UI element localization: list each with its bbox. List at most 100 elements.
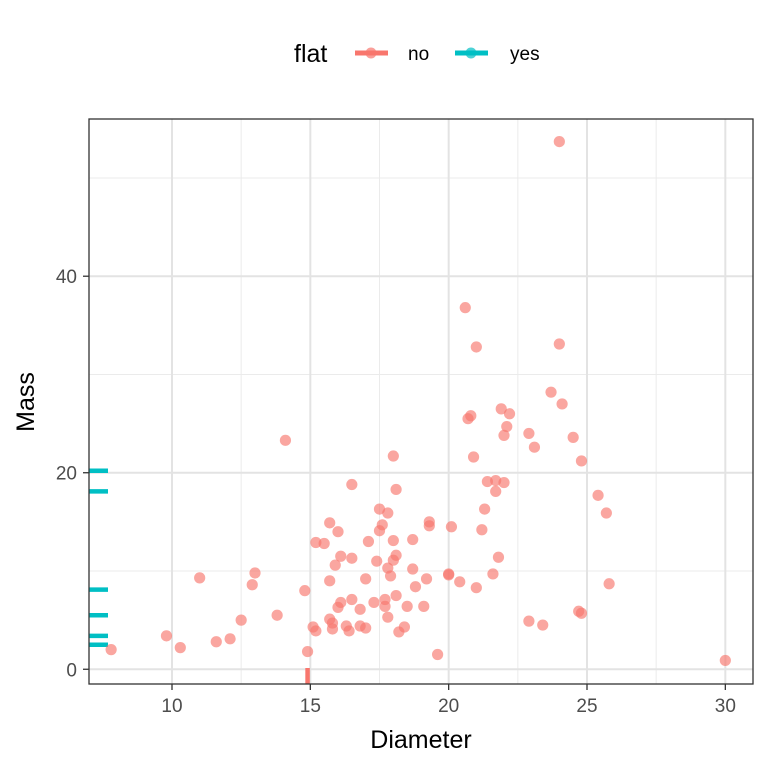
- data-point-no: [492, 551, 505, 563]
- data-point-no: [523, 427, 535, 440]
- data-point-no: [390, 483, 402, 496]
- data-point-no: [407, 533, 419, 546]
- x-tick-label: 20: [438, 696, 459, 717]
- data-point-no: [459, 302, 471, 314]
- data-point-no: [445, 521, 458, 533]
- data-point-no: [346, 478, 358, 491]
- data-point-no: [470, 582, 482, 594]
- data-point-no: [379, 600, 391, 612]
- data-point-no: [407, 563, 419, 575]
- legend-item-yes: yes: [455, 44, 540, 65]
- x-tick-label: 30: [715, 696, 736, 717]
- legend-title: flat: [294, 40, 327, 68]
- data-point-no: [575, 607, 588, 619]
- legend-label-yes: yes: [510, 44, 540, 65]
- data-point-no: [160, 630, 173, 642]
- data-point-no: [373, 503, 386, 515]
- legend-item-no: no: [355, 44, 429, 65]
- data-point-no: [603, 578, 615, 590]
- data-point-no: [346, 593, 358, 606]
- data-point-no: [360, 622, 372, 634]
- data-point-no: [495, 403, 507, 415]
- data-point-no: [592, 489, 604, 501]
- data-point-no: [362, 535, 375, 548]
- data-point-no: [501, 420, 513, 433]
- data-point-no: [246, 579, 258, 591]
- data-point-no: [210, 636, 222, 648]
- data-point-no: [420, 573, 433, 585]
- data-point-no: [387, 450, 399, 462]
- rug-marks: [89, 468, 310, 684]
- data-point-no: [454, 576, 466, 588]
- data-point-no: [301, 645, 314, 658]
- data-point-no: [360, 573, 372, 585]
- data-point-no: [443, 569, 455, 581]
- data-point-no: [528, 441, 541, 453]
- data-point-no: [537, 619, 549, 631]
- data-point-no: [324, 517, 336, 529]
- y-axis-title: Mass: [12, 372, 40, 432]
- data-point-no: [382, 611, 394, 623]
- data-point-no: [479, 503, 491, 515]
- data-point-no: [476, 524, 488, 536]
- data-point-no: [105, 644, 117, 656]
- data-point-no: [387, 534, 399, 547]
- data-point-no: [326, 623, 339, 635]
- data-point-no: [487, 568, 499, 580]
- data-point-no: [279, 434, 292, 446]
- data-point-no: [567, 431, 579, 443]
- data-point-no: [382, 507, 394, 519]
- legend-dot-yes: [465, 47, 477, 59]
- data-point-no: [465, 410, 477, 422]
- data-point-no: [423, 516, 435, 528]
- data-point-no: [390, 549, 402, 561]
- data-point-no: [398, 621, 410, 633]
- data-point-no: [600, 507, 612, 519]
- data-point-no: [335, 550, 347, 562]
- x-tick-label: 10: [161, 696, 182, 717]
- data-point-no: [553, 338, 565, 350]
- data-point-no: [354, 603, 366, 615]
- y-tick-label: 40: [56, 267, 77, 288]
- x-axis: 10 15 20 25 30: [161, 684, 736, 717]
- data-point-no: [194, 572, 206, 584]
- data-point-no: [329, 559, 341, 571]
- data-point-no: [467, 451, 480, 463]
- data-point-no: [310, 536, 322, 549]
- data-point-no: [498, 429, 510, 441]
- data-point-no: [401, 600, 413, 612]
- data-point-no: [249, 567, 261, 579]
- data-point-no: [346, 552, 358, 564]
- data-points: [105, 136, 731, 667]
- data-point-no: [299, 585, 311, 597]
- data-point-no: [384, 570, 397, 582]
- data-point-no: [481, 475, 493, 488]
- y-tick-label: 0: [66, 660, 77, 681]
- data-point-no: [174, 642, 186, 654]
- y-axis: 0 20 40: [56, 267, 89, 681]
- data-point-no: [335, 596, 347, 609]
- data-point-no: [575, 455, 588, 467]
- data-point-no: [545, 386, 557, 398]
- data-point-no: [371, 555, 383, 567]
- data-point-no: [498, 476, 510, 489]
- x-axis-title: Diameter: [370, 726, 471, 754]
- data-point-no: [556, 398, 568, 410]
- grid-lines: [89, 119, 753, 684]
- data-point-no: [224, 633, 236, 645]
- data-point-no: [271, 609, 283, 621]
- data-point-no: [318, 537, 330, 550]
- data-point-no: [235, 614, 247, 626]
- data-point-no: [324, 575, 336, 587]
- y-tick-label: 20: [56, 464, 77, 485]
- data-point-no: [332, 526, 344, 538]
- data-point-no: [310, 625, 322, 637]
- data-point-no: [432, 648, 444, 661]
- data-point-no: [376, 519, 388, 531]
- data-point-no: [343, 625, 355, 637]
- x-tick-label: 15: [300, 696, 321, 717]
- data-point-no: [503, 408, 516, 420]
- legend-label-no: no: [408, 44, 429, 65]
